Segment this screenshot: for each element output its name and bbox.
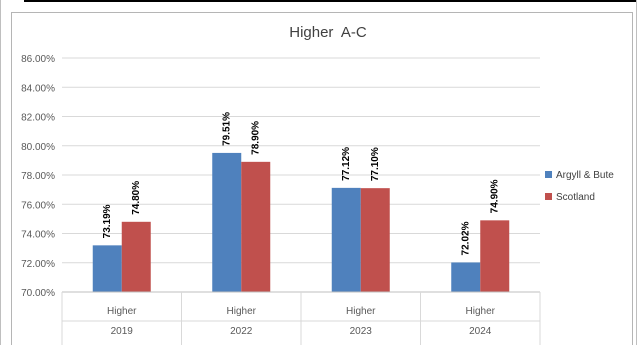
x-group-label: 2024 bbox=[469, 326, 492, 337]
legend-label: Argyll & Bute bbox=[556, 170, 614, 181]
data-label: 77.10% bbox=[370, 147, 381, 181]
bar-scotland bbox=[360, 188, 390, 292]
y-tick-label: 70.00% bbox=[21, 288, 55, 299]
x-category-label: Higher bbox=[466, 306, 496, 317]
bar-scotland bbox=[480, 220, 510, 292]
y-tick-label: 78.00% bbox=[21, 171, 55, 182]
chart-area-border bbox=[11, 12, 633, 345]
x-group-label: 2022 bbox=[230, 326, 253, 337]
y-tick-label: 82.00% bbox=[21, 113, 55, 124]
chart-title: Higher A-C bbox=[289, 24, 367, 41]
x-group-label: 2019 bbox=[111, 326, 134, 337]
x-group-label: 2023 bbox=[350, 326, 373, 337]
bar-scotland bbox=[241, 161, 271, 292]
bar-argyll-bute bbox=[451, 262, 481, 292]
top-border bbox=[24, 0, 637, 2]
bar-scotland bbox=[121, 221, 151, 292]
legend-label: Scotland bbox=[556, 192, 595, 203]
x-category-label: Higher bbox=[107, 306, 137, 317]
x-category-label: Higher bbox=[227, 306, 257, 317]
data-label: 79.51% bbox=[222, 112, 233, 146]
bar-argyll-bute bbox=[212, 152, 242, 292]
y-tick-label: 84.00% bbox=[21, 83, 55, 94]
bar-argyll-bute bbox=[331, 187, 361, 292]
data-label: 72.02% bbox=[461, 221, 472, 255]
data-label: 77.12% bbox=[341, 147, 352, 181]
x-category-label: Higher bbox=[346, 306, 376, 317]
y-tick-label: 72.00% bbox=[21, 259, 55, 270]
data-label: 74.80% bbox=[131, 181, 142, 215]
y-tick-label: 80.00% bbox=[21, 142, 55, 153]
y-tick-label: 76.00% bbox=[21, 200, 55, 211]
bar-argyll-bute bbox=[92, 245, 122, 292]
y-tick-label: 74.00% bbox=[21, 230, 55, 241]
left-border bbox=[0, 0, 1, 345]
legend-swatch bbox=[545, 193, 552, 200]
legend-swatch bbox=[545, 171, 552, 178]
data-label: 73.19% bbox=[102, 204, 113, 238]
y-tick-label: 86.00% bbox=[21, 54, 55, 65]
data-label: 74.90% bbox=[490, 179, 501, 213]
data-label: 78.90% bbox=[251, 121, 262, 155]
